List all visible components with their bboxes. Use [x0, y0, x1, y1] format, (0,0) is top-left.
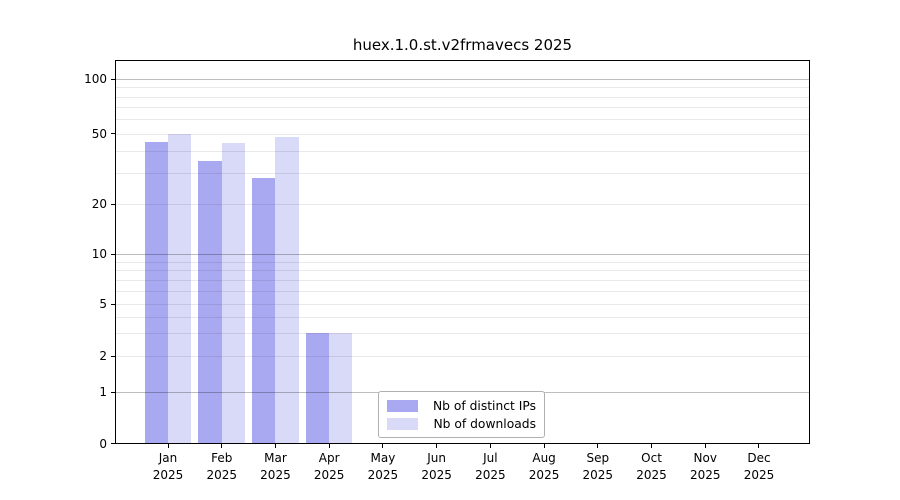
- bar-downloads-feb: [221, 143, 246, 443]
- x-tick-dec: [758, 444, 760, 448]
- plot-area: [115, 60, 810, 444]
- y-tick-10: [111, 253, 115, 255]
- x-tick-label-dec: Dec 2025: [743, 451, 775, 482]
- x-tick-may: [382, 444, 384, 448]
- y-tick-label-10: 10: [91, 247, 107, 261]
- x-tick-feb: [221, 444, 223, 448]
- y-tick-1: [111, 391, 115, 393]
- gridline-major-100: [116, 79, 809, 80]
- gridline-minor-20: [116, 204, 809, 205]
- bar-distinct-ips-apr: [305, 333, 330, 443]
- gridline-minor-9: [116, 261, 809, 263]
- legend-swatch-distinct-ips: [387, 399, 418, 412]
- y-tick-label-5: 5: [99, 297, 107, 311]
- gridline-minor-2: [116, 356, 809, 357]
- legend: Nb of distinct IPs Nb of downloads: [378, 391, 545, 438]
- legend-item-distinct-ips: Nb of distinct IPs: [387, 399, 536, 413]
- bar-downloads-mar: [275, 136, 299, 443]
- x-tick-label-may: May 2025: [367, 451, 399, 482]
- y-tick-100: [111, 78, 115, 80]
- x-tick-label-jun: Jun 2025: [421, 451, 452, 482]
- bar-distinct-ips-mar: [252, 178, 276, 443]
- x-tick-sep: [597, 444, 599, 448]
- x-tick-label-jul: Jul 2025: [475, 451, 506, 482]
- x-tick-label-nov: Nov 2025: [689, 451, 721, 482]
- chart-title: huex.1.0.st.v2frmavecs 2025: [352, 36, 573, 54]
- y-tick-label-50: 50: [91, 126, 107, 141]
- x-tick-nov: [704, 444, 706, 448]
- gridline-minor-60: [116, 119, 809, 121]
- y-tick-20: [111, 203, 115, 205]
- x-tick-jun: [436, 444, 438, 448]
- y-tick-label-100: 100: [84, 72, 107, 86]
- gridline-minor-6: [116, 290, 809, 292]
- y-tick-label-1: 1: [99, 385, 107, 399]
- gridline-minor-3: [116, 332, 809, 334]
- x-tick-label-mar: Mar 2025: [260, 451, 291, 482]
- y-tick-5: [111, 303, 115, 305]
- legend-item-downloads: Nb of downloads: [387, 417, 536, 431]
- y-tick-2: [111, 355, 115, 357]
- gridline-minor-80: [116, 96, 809, 98]
- gridline-minor-90: [116, 87, 809, 89]
- gridline-minor-4: [116, 316, 809, 318]
- x-tick-label-jan: Jan 2025: [152, 451, 184, 482]
- x-tick-label-sep: Sep 2025: [582, 451, 614, 482]
- gridline-minor-50: [116, 133, 809, 135]
- gridline-minor-7: [116, 279, 809, 281]
- bar-downloads-jan: [168, 133, 192, 443]
- bar-downloads-apr: [329, 333, 353, 443]
- gridline-minor-5: [116, 304, 809, 305]
- bar-distinct-ips-jan: [144, 141, 168, 443]
- bar-distinct-ips-feb: [198, 160, 222, 443]
- x-tick-label-apr: Apr 2025: [313, 451, 345, 482]
- gridline-major-10: [116, 254, 809, 255]
- y-tick-0: [111, 443, 115, 444]
- y-tick-label-20: 20: [91, 197, 107, 211]
- x-tick-aug: [543, 444, 545, 448]
- x-tick-apr: [328, 444, 330, 448]
- legend-swatch-downloads: [387, 417, 418, 430]
- x-tick-label-feb: Feb 2025: [206, 451, 237, 482]
- x-tick-jan: [167, 444, 169, 448]
- y-tick-label-2: 2: [99, 349, 107, 363]
- y-tick-label-0: 0: [99, 436, 107, 451]
- x-tick-mar: [274, 444, 276, 448]
- legend-label-distinct-ips: Nb of distinct IPs: [432, 398, 536, 413]
- x-tick-oct: [651, 444, 653, 448]
- x-tick-jul: [489, 444, 491, 448]
- gridline-minor-70: [116, 107, 809, 109]
- gridline-minor-8: [116, 270, 809, 272]
- legend-label-downloads: Nb of downloads: [433, 416, 536, 431]
- gridline-minor-40: [116, 150, 809, 152]
- x-tick-label-aug: Aug 2025: [528, 451, 560, 482]
- y-tick-50: [111, 133, 115, 134]
- gridline-minor-30: [116, 172, 809, 174]
- x-tick-label-oct: Oct 2025: [636, 451, 667, 482]
